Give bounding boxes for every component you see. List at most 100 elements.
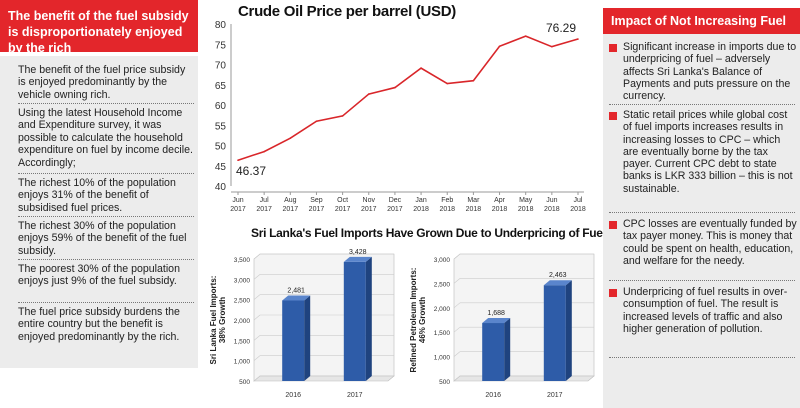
bar-side (504, 318, 511, 381)
line-chart-title: Crude Oil Price per barrel (USD) (238, 3, 456, 20)
y-tick-label: 2,000 (434, 306, 451, 313)
gridline (253, 355, 261, 361)
y-tick-label: 50 (215, 142, 227, 153)
x-tick-label: 2017 (256, 206, 272, 213)
y-tick-label: 500 (239, 379, 250, 386)
x-tick-label: Aug (284, 197, 297, 204)
data-point (524, 35, 527, 37)
x-tick-label: Jan (415, 197, 426, 204)
bar-value-label: 2,463 (549, 272, 567, 279)
bullet-square-icon (609, 289, 617, 297)
divider (609, 357, 795, 358)
bar-top (543, 280, 572, 286)
right-info-panel: Impact of Not Increasing Fuel Prices Sig… (603, 0, 800, 408)
left-panel-item: The poorest 30% of the population enjoys… (18, 263, 180, 288)
x-tick-label: Apr (494, 197, 506, 204)
gridline (253, 314, 261, 321)
y-tick-label: 2,000 (234, 318, 251, 325)
left-panel-item: The richest 10% of the population enjoys… (18, 177, 176, 214)
bullet-square-icon (609, 112, 617, 120)
left-panel-title: The benefit of the fuel subsidy is dispr… (0, 0, 198, 55)
plot-area (453, 253, 595, 382)
x-tick-label: 2016 (285, 392, 301, 399)
x-tick-label: Mar (467, 197, 480, 204)
bar-front (543, 285, 566, 381)
left-panel-item: The fuel price subsidy burdens the entir… (18, 306, 180, 343)
plot-floor (253, 375, 395, 382)
x-tick-label: 2017 (230, 206, 246, 213)
x-tick-label: 2017 (283, 206, 299, 213)
x-tick-label: 2017 (309, 206, 325, 213)
gridline (453, 375, 461, 382)
y-tick-label: 1,500 (434, 330, 451, 337)
data-point (394, 86, 396, 89)
bar-top (482, 318, 511, 324)
right-panel-item: Static retail prices while global cost o… (623, 109, 793, 195)
x-tick-label: 2017 (347, 392, 363, 399)
gridline (453, 278, 461, 284)
x-tick-label: 2017 (547, 392, 563, 399)
right-panel-body: Significant increase in imports due to u… (603, 34, 800, 408)
y-tick-label: 75 (215, 40, 227, 51)
bar-front (343, 261, 366, 381)
y-tick-label: 1,500 (234, 338, 251, 345)
x-tick-label: Jun (232, 197, 243, 204)
gridline (453, 351, 461, 357)
data-point (472, 79, 475, 82)
fuel-imports-bar-chart: 500 1,000 1,500 2,000 2,500 3,000 3,500 Sri Lan… (209, 249, 395, 399)
divider (609, 104, 795, 105)
gridline (453, 326, 461, 333)
x-tick-label: Jul (260, 197, 269, 204)
divider (18, 103, 194, 104)
data-point (446, 82, 449, 85)
bar-side (565, 280, 572, 381)
y-tick-label: 60 (215, 101, 227, 112)
x-tick-label: Oct (337, 197, 348, 204)
bar-value-label: 1,688 (487, 310, 505, 317)
bar-side (365, 256, 372, 381)
right-panel-item: Underpricing of fuel results in over-con… (623, 286, 788, 335)
gridline (253, 375, 261, 382)
x-tick-label: 2017 (387, 206, 403, 213)
x-tick-label: Feb (441, 197, 453, 204)
left-panel-item: The benefit of the fuel price subsidy is… (18, 64, 186, 101)
y-tick-label: 1,000 (234, 359, 251, 366)
y-tick-label: 3,500 (234, 257, 251, 264)
right-panel-item: Significant increase in imports due to u… (623, 41, 797, 103)
x-tick-label: Jun (546, 197, 557, 204)
bar-top (343, 256, 372, 262)
gridline (253, 335, 261, 341)
data-point (420, 67, 422, 69)
gridline (253, 294, 261, 300)
bar-top (282, 295, 311, 301)
x-tick-label: 2018 (466, 206, 482, 213)
crude-oil-price-line (237, 35, 579, 161)
bar-charts-title: Sri Lanka's Fuel Imports Have Grown Due … (251, 226, 606, 240)
x-tick-label: 2018 (544, 206, 560, 213)
first-value-label: 46.37 (236, 164, 266, 178)
data-point (367, 93, 370, 95)
y-axis-label: Sri Lanka Fuel Imports:38% Growth (209, 276, 227, 365)
crude-oil-line-chart: 40 45 50 55 60 65 70 75 80 Jun 2017 Jul 2017 Aug 2017 S… (215, 20, 586, 213)
x-tick-label: 2017 (335, 206, 351, 213)
divider (609, 212, 795, 213)
bar-side (304, 295, 311, 381)
y-tick-label: 2,500 (434, 281, 451, 288)
x-tick-label: 2018 (518, 206, 534, 213)
right-panel-title: Impact of Not Increasing Fuel Prices (603, 8, 800, 54)
divider (18, 216, 194, 217)
data-point (263, 150, 265, 153)
gridline (453, 253, 461, 260)
refined-petroleum-bar-chart: 500 1,000 1,500 2,000 2,500 3,000 Refined Petr… (409, 253, 595, 399)
x-tick-label: 2017 (361, 206, 377, 213)
right-panel-item: CPC losses are eventually funded by tax … (623, 218, 797, 267)
bar-value-label: 3,428 (349, 249, 367, 256)
y-tick-label: 55 (215, 121, 227, 132)
bar-front (282, 300, 305, 381)
left-panel-item: The richest 30% of the population enjoys… (18, 220, 187, 257)
x-tick-label: Dec (389, 197, 402, 204)
left-info-panel: The benefit of the fuel subsidy is dispr… (0, 0, 198, 408)
last-value-label: 76.29 (546, 21, 576, 35)
divider (609, 280, 795, 281)
divider (18, 259, 194, 260)
